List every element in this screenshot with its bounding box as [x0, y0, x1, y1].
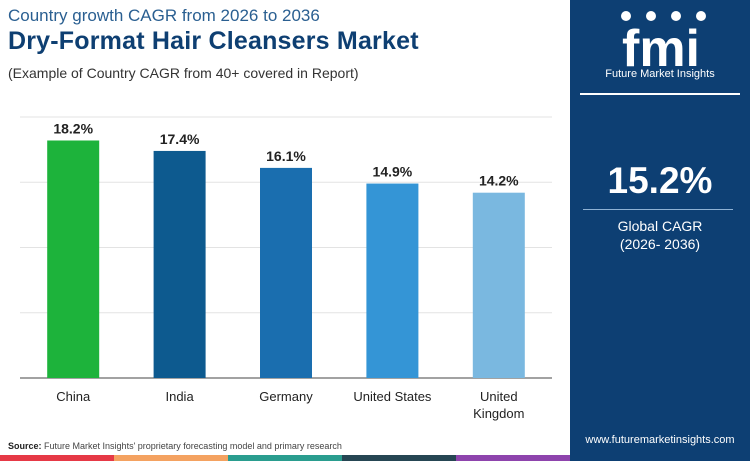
strip-segment	[0, 455, 114, 461]
data-label: 18.2%	[53, 120, 93, 136]
global-cagr-label: Global CAGR	[617, 218, 703, 234]
bar-india	[153, 150, 206, 378]
fmi-logo: fmi	[621, 11, 706, 78]
side-panel: fmi Future Market Insights 15.2% Global …	[570, 0, 750, 461]
chart-subtitle: Country growth CAGR from 2026 to 2036	[8, 6, 320, 25]
panel-divider	[580, 93, 740, 95]
source-text: Future Market Insights' proprietary fore…	[44, 441, 342, 451]
bar-united-states	[366, 183, 419, 378]
chart-title: Dry-Format Hair Cleansers Market	[8, 27, 419, 55]
data-label: 14.2%	[479, 173, 519, 189]
category-label: United	[480, 389, 518, 404]
category-label: China	[56, 389, 91, 404]
strip-segment	[456, 455, 570, 461]
bar-china	[47, 140, 100, 378]
logo-text: fmi	[622, 20, 700, 78]
bar-united-kingdom	[472, 192, 525, 378]
data-label: 16.1%	[266, 148, 306, 164]
strip-segment	[228, 455, 342, 461]
category-label: United States	[353, 389, 432, 404]
data-label: 17.4%	[160, 131, 200, 147]
global-cagr-period: (2026- 2036)	[619, 236, 701, 252]
bottom-color-strip	[0, 455, 570, 461]
global-cagr-divider	[583, 209, 733, 210]
category-label: Germany	[259, 389, 313, 404]
source-note: Source: Future Market Insights' propriet…	[8, 441, 342, 451]
website-link[interactable]: www.futuremarketinsights.com	[585, 434, 735, 446]
source-label: Source:	[8, 441, 42, 451]
strip-segment	[342, 455, 456, 461]
category-label: Kingdom	[473, 406, 524, 421]
chart-example-note: (Example of Country CAGR from 40+ covere…	[8, 65, 359, 81]
global-cagr-value: 15.2%	[607, 160, 713, 201]
bar-chart: 18.2% China 17.4% India 16.1% Germany 14.9% Uni…	[20, 116, 552, 421]
data-label: 14.9%	[373, 164, 413, 180]
bar-germany	[260, 167, 312, 378]
strip-segment	[114, 455, 228, 461]
category-label: India	[165, 389, 194, 404]
logo-tagline: Future Market Insights	[605, 68, 715, 80]
